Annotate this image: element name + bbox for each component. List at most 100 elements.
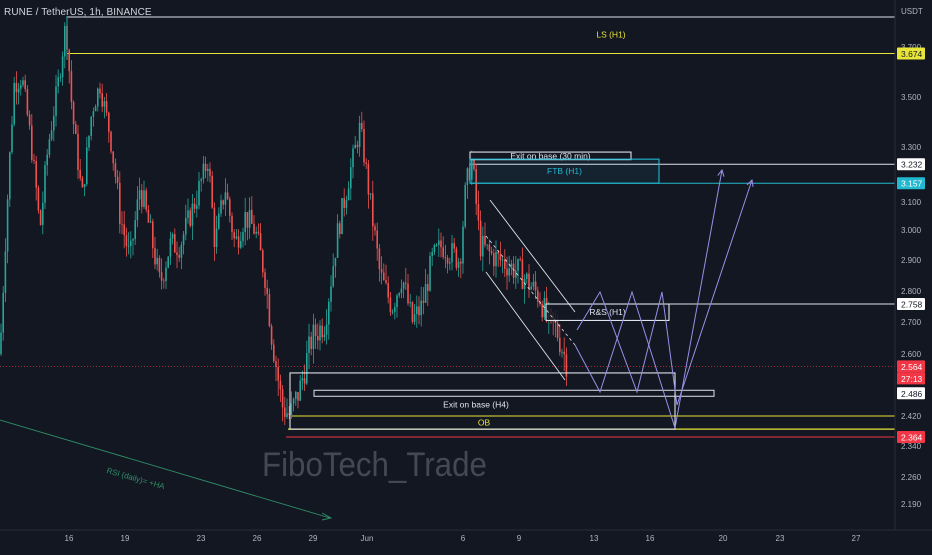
candle-body: [97, 88, 99, 107]
time-tick-label: 13: [590, 534, 599, 543]
candle-body: [20, 85, 22, 89]
candle-body: [169, 238, 172, 257]
candle-body: [339, 223, 341, 235]
rsi-trendline: [0, 419, 331, 519]
candle-body: [534, 281, 537, 291]
price-tag-ftb-top-bg: [897, 158, 925, 171]
candle-body: [31, 125, 33, 160]
price-tick-label: 2.900: [901, 256, 922, 265]
candle-body: [369, 193, 372, 195]
ftb-zone: FTB (H1): [469, 158, 660, 184]
candle-body: [178, 255, 180, 258]
candle-body: [92, 111, 95, 117]
candle-body: [88, 135, 90, 148]
candle-body: [277, 367, 279, 381]
candle-body: [517, 259, 519, 271]
candle-body: [288, 413, 290, 416]
candle-body: [473, 158, 475, 170]
candle-body: [523, 278, 526, 289]
candle-body: [149, 221, 152, 223]
candle-body: [136, 199, 139, 221]
candle-body: [255, 231, 257, 234]
candle-body: [182, 234, 185, 245]
candle-body: [323, 334, 326, 338]
candle-body: [264, 272, 266, 288]
candle-body: [464, 184, 466, 227]
candle-body: [50, 130, 53, 140]
ob-label: OB: [478, 417, 491, 427]
candle-body: [391, 311, 394, 313]
candle-body: [484, 235, 486, 245]
candle-body: [380, 269, 383, 273]
price-tag-ftb: 3.157: [901, 179, 923, 189]
candle-body: [389, 297, 392, 313]
exit-base-30min-label: Exit on base (30 min): [510, 151, 590, 161]
candle-body: [541, 303, 543, 318]
candle-body: [229, 199, 231, 216]
candle-body: [482, 235, 484, 257]
candle-body: [94, 106, 97, 112]
price-tag-ftb-top: 3.232: [901, 160, 923, 170]
candle-body: [367, 163, 370, 195]
ftb-zone-box: [469, 158, 660, 184]
candle-body: [244, 211, 246, 233]
price-tag-base-bg: [897, 387, 925, 400]
price-tag-ob-bg: [897, 431, 925, 443]
candle-body: [132, 239, 134, 241]
candle-body: [418, 306, 420, 316]
price-tag-last: 2.564: [901, 362, 923, 372]
candle-body: [119, 182, 121, 224]
candle-body: [341, 198, 343, 235]
candle-body: [237, 236, 240, 248]
candle-body: [504, 259, 506, 269]
candle-body: [295, 392, 297, 400]
candle-body: [152, 221, 154, 249]
price-axis-bg: [895, 0, 932, 550]
projection-path-a: [574, 169, 723, 429]
candle-body: [431, 251, 433, 256]
price-axis[interactable]: USDT3.7003.5003.3003.1503.1003.0002.9002…: [894, 0, 932, 550]
candle-body: [526, 273, 528, 279]
candle-body: [200, 179, 202, 181]
candle-body: [253, 223, 255, 234]
candle-body: [394, 307, 396, 312]
ls-label: LS (H1): [596, 30, 625, 40]
candle-body: [354, 144, 356, 149]
candle-body: [145, 190, 147, 210]
exit-base-h4-label: Exit on base (H4): [443, 400, 509, 410]
time-tick-label: 9: [517, 534, 522, 543]
price-tag-rs-bg: [897, 298, 925, 311]
candle-body: [198, 180, 200, 206]
candle-body: [556, 322, 559, 338]
candle-body: [224, 192, 227, 205]
candle-body: [158, 257, 161, 273]
price-tag-countdown: 27:13: [901, 374, 923, 384]
candle-body: [292, 399, 295, 404]
candle-body: [235, 236, 238, 239]
candle-body: [53, 115, 55, 131]
candle-body: [6, 199, 9, 252]
candle-body: [72, 101, 75, 125]
time-axis[interactable]: 16 19 23 26 29 Jun 6 9 13 16 20 23 27: [0, 529, 932, 543]
candle-body: [196, 205, 198, 209]
candle-body: [446, 257, 449, 264]
candle-body: [174, 234, 176, 253]
candle-body: [449, 262, 451, 264]
candle-body: [515, 270, 517, 278]
price-tag-ls: 3.674: [901, 49, 923, 59]
candle-body: [563, 351, 565, 355]
candle-body: [246, 211, 249, 228]
candle-body: [226, 192, 229, 200]
candle-body: [180, 244, 183, 258]
candle-body: [68, 49, 70, 72]
candle-body: [325, 324, 328, 335]
candle-body: [220, 200, 222, 214]
candle-body: [499, 253, 502, 261]
candle-body: [378, 248, 381, 270]
candle-body: [281, 389, 284, 408]
currency-label: USDT: [901, 7, 923, 16]
candle-body: [125, 235, 128, 247]
time-tick-label: Jun: [361, 534, 374, 543]
